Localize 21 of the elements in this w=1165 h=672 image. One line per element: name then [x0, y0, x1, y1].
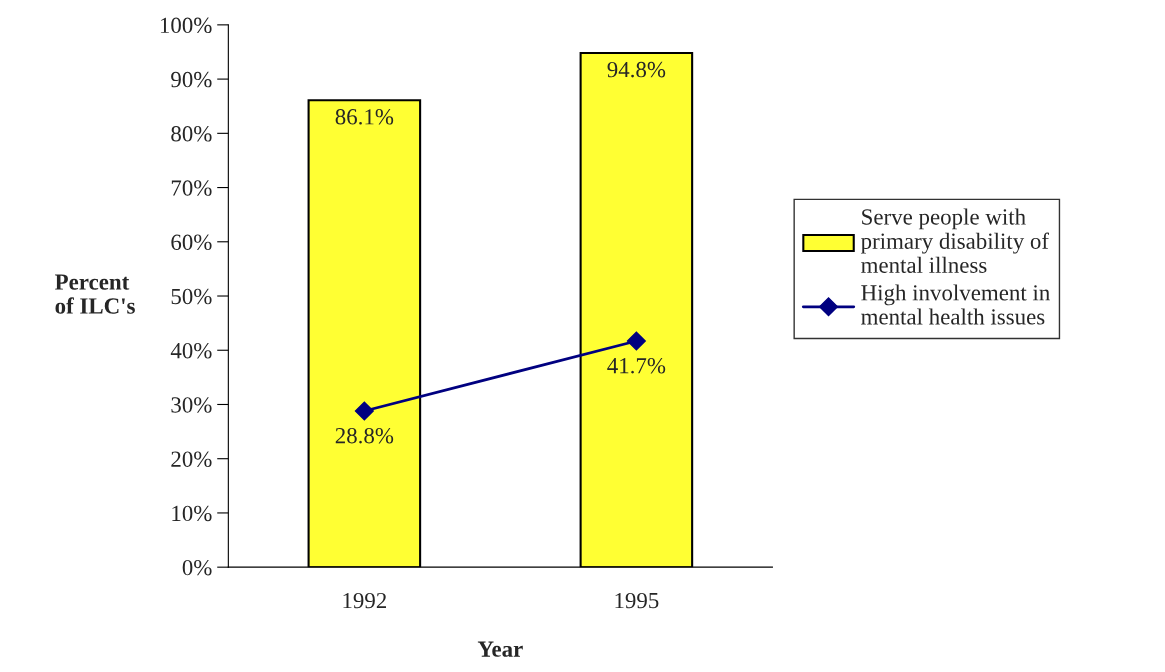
y-tick-label: 100%	[160, 17, 212, 34]
data-label: 94.8%	[607, 61, 666, 78]
y-tick-label: 60%	[171, 234, 212, 251]
y-tick-label: 70%	[171, 180, 212, 196]
y-tick-label: 80%	[171, 126, 212, 142]
y-tick-label: 90%	[171, 71, 212, 88]
y-tick-label: 30%	[171, 397, 212, 413]
y-tick-label: 0%	[182, 559, 212, 576]
y-tick-label: 20%	[171, 451, 212, 467]
data-label: 28.8%	[335, 427, 394, 444]
x-axis-title: Year	[477, 641, 523, 657]
x-tick-label: 1992	[343, 592, 387, 609]
y-tick-label: 10%	[172, 505, 212, 522]
y-tick-label: 50%	[171, 288, 212, 305]
y-axis-title: Percent of ILC's	[55, 274, 135, 314]
legend-label: Serve people with primary disability of mental illness	[860, 208, 1050, 273]
data-label: 41.7%	[607, 357, 666, 374]
data-label: 86.1%	[335, 109, 394, 125]
legend-label: High involvement in mental health issues	[861, 284, 1050, 325]
y-tick-label: 40%	[170, 342, 212, 359]
x-tick-label: 1995	[615, 592, 659, 609]
